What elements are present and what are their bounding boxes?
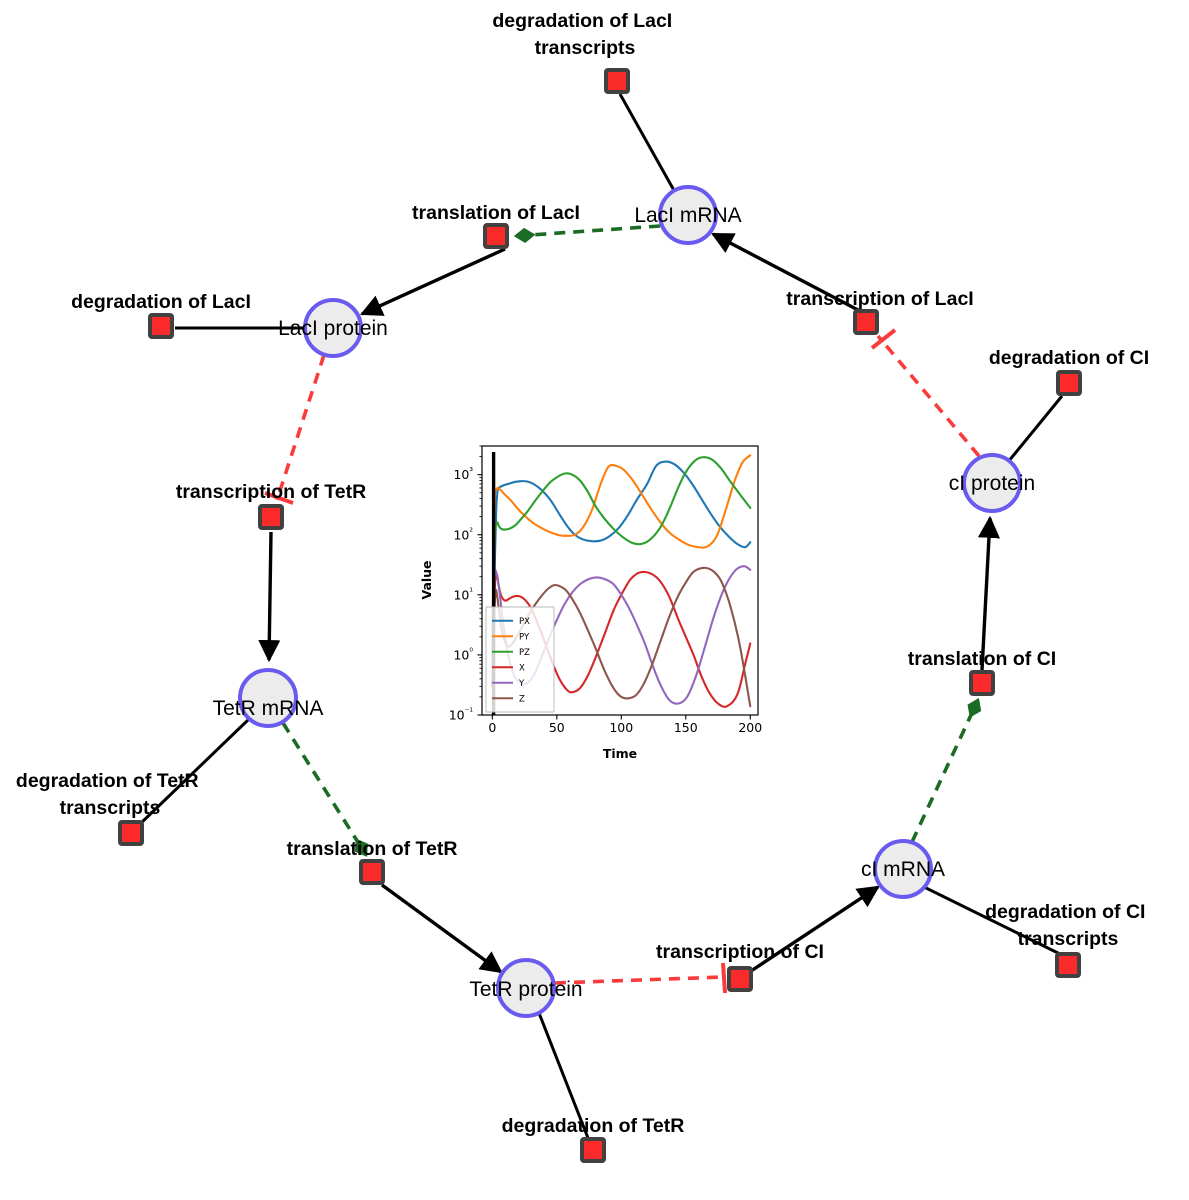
- reaction-node-deg-tetr[interactable]: [580, 1137, 606, 1163]
- chart-xlabel: Time: [603, 746, 637, 761]
- chart-xtick-label: 200: [738, 720, 762, 735]
- reaction-label-transcription-tetr: transcription of TetR: [176, 481, 366, 503]
- edge-layer: LacI mRNA (arrow) --> translation of Lac…: [138, 93, 1064, 1139]
- chart-legend-label: PY: [519, 632, 530, 642]
- edge-laci-mrna-activates-translation: [513, 224, 661, 243]
- chart-legend-box: [485, 606, 555, 713]
- chart-legend-label: Z: [519, 694, 525, 704]
- chart-ylabel: Value: [419, 560, 434, 599]
- edge-tetr-inhibits-transcription-ci: [554, 975, 725, 985]
- reaction-label-translation-ci: translation of CI: [908, 648, 1056, 670]
- reaction-label-deg-laci: degradation of LacI: [71, 291, 251, 313]
- chart-ytick-label: 10⁻¹: [449, 708, 474, 723]
- species-node-layer: [238, 185, 1022, 1018]
- reaction-node-transcription-laci[interactable]: [853, 309, 879, 335]
- edge-laci-inhibits-transcription-tetr: [275, 354, 326, 501]
- chart-ytick-label: 10²: [453, 527, 473, 542]
- reaction-node-deg-tetr-transcripts[interactable]: [118, 820, 144, 846]
- species-node-tetr-protein[interactable]: [496, 958, 556, 1018]
- reaction-label-translation-laci: translation of LacI: [412, 202, 580, 224]
- reaction-node-deg-ci-transcripts[interactable]: [1055, 952, 1081, 978]
- edge-deg-ci-transcripts: [921, 884, 1061, 956]
- reaction-label-transcription-laci: transcription of LacI: [786, 288, 973, 310]
- chart-ytick-label: 10³: [453, 467, 473, 482]
- chart-series-x: [491, 570, 752, 708]
- chart-ytick-label: 10¹: [453, 587, 473, 602]
- edge-deg-ci: [1006, 395, 1064, 463]
- chart-legend-label: PX: [519, 617, 530, 627]
- reaction-node-deg-laci[interactable]: [148, 313, 174, 339]
- edge-tetr-mrna-activates-translation: [281, 722, 368, 857]
- edge-transcription-laci-to-mrna: [711, 232, 861, 313]
- edge-ci-mrna-activates-translation: [910, 698, 982, 843]
- chart-legend-label: PZ: [519, 648, 530, 658]
- edge-ci-inhibits-transcription-laci: [876, 334, 981, 458]
- species-node-ci-protein[interactable]: [962, 453, 1022, 513]
- edge-deg-tetr-transcripts: [138, 717, 251, 826]
- reaction-label-deg-ci: degradation of CI: [989, 347, 1149, 369]
- timeseries-chart-inset: 0 50 100 150 200 10⁻¹ 10⁰ 10¹ 10² 10³ Value Time …: [409, 428, 790, 776]
- reaction-label-deg-tetr: degradation of TetR: [502, 1115, 685, 1137]
- chart-legend-label: Y: [518, 679, 525, 689]
- edge-transcription-ci-to-mrna: [750, 885, 880, 973]
- species-node-tetr-mrna[interactable]: [238, 668, 298, 728]
- reaction-label-deg-ci-transcripts: degradation of CI transcripts: [985, 901, 1151, 950]
- species-node-ci-mrna[interactable]: [873, 839, 933, 899]
- species-node-laci-mrna[interactable]: [658, 185, 718, 245]
- species-label-ci-protein: cI protein: [949, 472, 1035, 495]
- species-label-laci-protein: LacI protein: [278, 317, 388, 340]
- edge-translation-ci-to-protein: [977, 515, 1000, 671]
- reaction-node-transcription-ci[interactable]: [727, 966, 753, 992]
- edge-deg-laci-transcripts: [618, 93, 678, 195]
- reaction-label-layer: degradation of LacI transcripts transcri…: [16, 10, 1151, 1137]
- chart-series-py: [491, 454, 752, 656]
- reaction-node-transcription-tetr[interactable]: [258, 504, 284, 530]
- chart-xtick-label: 50: [549, 720, 565, 735]
- species-label-tetr-mrna: TetR mRNA: [213, 697, 324, 720]
- chart-series-px: [491, 460, 752, 656]
- reaction-node-layer: [118, 68, 1082, 1163]
- reaction-label-deg-laci-transcripts: degradation of LacI transcripts: [492, 10, 677, 59]
- species-label-laci-mrna: LacI mRNA: [634, 204, 741, 227]
- species-label-layer: LacI mRNA LacI protein TetR mRNA TetR pr…: [213, 204, 1036, 1001]
- inhibit-tbar-laci: [870, 328, 897, 350]
- chart-series-pz: [491, 456, 752, 656]
- chart-legend: PX PY PZ XYZ: [485, 606, 555, 713]
- inhibit-tbar-ci: [721, 962, 727, 994]
- reaction-node-deg-ci[interactable]: [1056, 370, 1082, 396]
- reaction-label-translation-tetr: translation of TetR: [287, 838, 458, 860]
- chart-axis-ticks: 0 50 100 150 200 10⁻¹ 10⁰ 10¹ 10² 10³: [449, 445, 762, 735]
- reaction-node-deg-laci-transcripts[interactable]: [604, 68, 630, 94]
- chart-xtick-label: 150: [674, 720, 698, 735]
- reaction-label-transcription-ci: transcription of CI: [656, 941, 824, 963]
- edge-deg-tetr: [537, 1012, 590, 1139]
- reaction-node-translation-ci[interactable]: [969, 670, 995, 696]
- chart-ytick-label: 10⁰: [453, 647, 473, 662]
- reaction-label-deg-tetr-transcripts: degradation of TetR transcripts: [16, 770, 204, 819]
- reaction-node-translation-tetr[interactable]: [359, 859, 385, 885]
- chart-legend-label: X: [519, 663, 525, 673]
- edge-translation-laci-to-protein: [359, 247, 506, 316]
- edge-transcription-tetr-to-mrna: [258, 531, 281, 663]
- edge-translation-tetr-to-protein: [380, 883, 503, 974]
- reaction-node-translation-laci[interactable]: [483, 223, 509, 249]
- chart-xtick-label: 100: [609, 720, 633, 735]
- chart-xtick-label: 0: [488, 720, 496, 735]
- species-label-ci-mrna: cI mRNA: [861, 858, 945, 881]
- species-label-tetr-protein: TetR protein: [469, 978, 582, 1001]
- species-node-laci-protein[interactable]: [303, 298, 363, 358]
- inhibit-tbar-tetr: [264, 491, 294, 505]
